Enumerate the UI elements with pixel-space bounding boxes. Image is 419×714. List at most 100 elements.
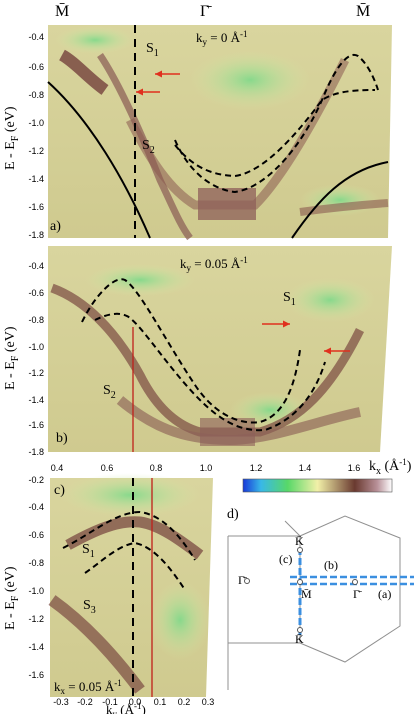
- bz-hexagon-top: [284, 520, 301, 537]
- panel-c-green: [150, 580, 210, 660]
- panel-c-band: [48, 595, 145, 694]
- y-tick: -1.2: [28, 146, 44, 156]
- panel-c-x-label: ky (Å-1): [106, 701, 146, 714]
- panel-b: S1 S2 ky = 0.05 Å-1 b) -0.4 -0.6 -0.8 -1…: [28, 246, 412, 477]
- panel-c-x-axis: -0.3 -0.2 -0.1 0.0 0.1 0.2 0.3: [53, 697, 214, 707]
- x-tick: 0.4: [51, 463, 64, 473]
- panel-b-green: [85, 264, 195, 296]
- x-tick: 0.0: [129, 697, 142, 707]
- y-tick: -1.0: [28, 342, 44, 352]
- x-tick: -0.3: [53, 697, 69, 707]
- panel-a-arrow-S1-lower: [136, 88, 160, 96]
- x-tick: 1.2: [250, 463, 263, 473]
- y-tick: -1.0: [28, 118, 44, 128]
- colorbar: [242, 478, 393, 493]
- y-tick: -1.6: [28, 670, 44, 680]
- y-tick: -1.4: [28, 174, 44, 184]
- x-tick: 0.2: [178, 697, 191, 707]
- label-Gamma-left: Γ̄: [238, 573, 247, 587]
- y-tick: -1.6: [28, 420, 44, 430]
- panel-a-green: [190, 50, 310, 110]
- y-tick: -0.8: [28, 90, 44, 100]
- panel-a-y-axis: -0.4 -0.6 -0.8 -1.0 -1.2 -1.4 -1.6 -1.8: [28, 32, 44, 240]
- point-M: [297, 579, 303, 585]
- y-tick: -0.8: [28, 558, 44, 568]
- point-Gamma-right: [352, 579, 358, 585]
- panel-a-dashed-band: [174, 89, 376, 178]
- x-tick: -0.1: [102, 697, 118, 707]
- panel-b-arrow-lower: [324, 347, 350, 355]
- panel-c-y-label: E - EF (eV): [3, 566, 21, 630]
- panel-a-band: [198, 188, 256, 220]
- y-tick: -0.4: [28, 261, 44, 271]
- panel-c-kx-label: kx = 0.05 Å-1: [54, 678, 122, 696]
- panel-a-state-S1: S1: [146, 41, 159, 59]
- panel-b-dashed-band: [94, 312, 326, 432]
- x-tick: -0.2: [77, 697, 93, 707]
- y-tick: -1.2: [28, 368, 44, 378]
- bz-hexagon-right: [299, 515, 401, 663]
- panel-b-y-axis: -0.4 -0.6 -0.8 -1.0 -1.2 -1.4 -1.6 -1.8: [28, 261, 44, 457]
- panel-b-y-label: E - EF (eV): [3, 326, 21, 390]
- panel-c-y-axis: -0.2 -0.4 -0.6 -0.8 -1.0 -1.2 -1.4 -1.6: [28, 475, 44, 680]
- top-label-M-right: M̄: [356, 3, 370, 20]
- panel-a-arrow-S1-upper: [155, 70, 180, 78]
- panel-b-x-axis: 0.4 0.6 0.8 1.0 1.2 1.4 1.6: [51, 463, 361, 473]
- panel-c-state-S3: S3: [83, 598, 96, 616]
- top-label-Gamma: Γ̄: [200, 3, 212, 20]
- panel-b-green: [285, 278, 375, 322]
- panel-b-x-label: kx (Å-1): [369, 457, 412, 477]
- panel-a: S1 S2 ky = 0 Å-1 a) -0.4 -0.6 -0.8 -1.0 …: [28, 25, 392, 241]
- panel-b-label: b): [56, 431, 68, 446]
- y-tick: -1.6: [28, 202, 44, 212]
- point-Gamma-left: [244, 578, 250, 584]
- y-tick: -1.4: [28, 395, 44, 405]
- y-tick: -0.6: [28, 288, 44, 298]
- panel-a-bulk-edge: [291, 161, 389, 239]
- y-tick: -1.2: [28, 614, 44, 624]
- panel-c: S1 S3 c) kx = 0.05 Å-1 -0.2 -0.4 -0.6 -0…: [28, 473, 214, 714]
- panel-a-label: a): [50, 219, 61, 234]
- panel-a-ky-label: ky = 0 Å-1: [196, 29, 247, 47]
- x-tick: 0.8: [150, 463, 163, 473]
- top-label-M-left: M̄: [55, 3, 69, 20]
- panel-b-state-S1: S1: [283, 290, 296, 308]
- panel-a-state-S2: S2: [142, 138, 155, 156]
- y-tick: -1.0: [28, 586, 44, 596]
- cut-label-c: (c): [279, 552, 292, 566]
- panel-a-band: [299, 199, 389, 216]
- x-tick: 0.1: [154, 697, 167, 707]
- panel-b-arrow-upper: [262, 320, 290, 328]
- x-tick: 1.6: [348, 463, 361, 473]
- point-K-bottom: [297, 627, 303, 633]
- panel-b-dashed-band: [81, 278, 301, 424]
- point-K-top: [297, 547, 303, 553]
- x-tick: 1.4: [299, 463, 312, 473]
- y-tick: -0.4: [28, 502, 44, 512]
- panel-c-dashed-band: [62, 510, 196, 561]
- panel-a-bulk-edge: [47, 81, 151, 239]
- panel-b-ky-label: ky = 0.05 Å-1: [180, 255, 248, 273]
- label-M: M̄: [301, 587, 312, 601]
- panel-a-band: [58, 49, 109, 95]
- panel-c-label: c): [54, 483, 65, 498]
- panel-b-state-S2: S2: [103, 383, 116, 401]
- y-tick: -0.6: [28, 530, 44, 540]
- y-tick: -0.8: [28, 315, 44, 325]
- panel-c-band: [65, 516, 204, 560]
- y-tick: -0.2: [28, 475, 44, 485]
- cut-label-a: (a): [378, 587, 391, 601]
- label-Gamma-right: Γ̄: [353, 587, 362, 601]
- label-K-top: K̄: [295, 534, 304, 548]
- panel-a-dashed-band: [174, 53, 379, 194]
- panel-d-label: d): [227, 507, 239, 522]
- cut-label-b: (b): [324, 558, 338, 572]
- label-K-bottom: K̄: [295, 632, 304, 646]
- y-tick: -1.4: [28, 642, 44, 652]
- panel-c-green: [60, 473, 200, 517]
- y-tick: -1.8: [28, 447, 44, 457]
- panel-a-y-label: E - EF (eV): [3, 106, 21, 170]
- y-tick: -1.8: [28, 230, 44, 240]
- y-tick: -0.4: [28, 32, 44, 42]
- x-tick: 1.0: [200, 463, 213, 473]
